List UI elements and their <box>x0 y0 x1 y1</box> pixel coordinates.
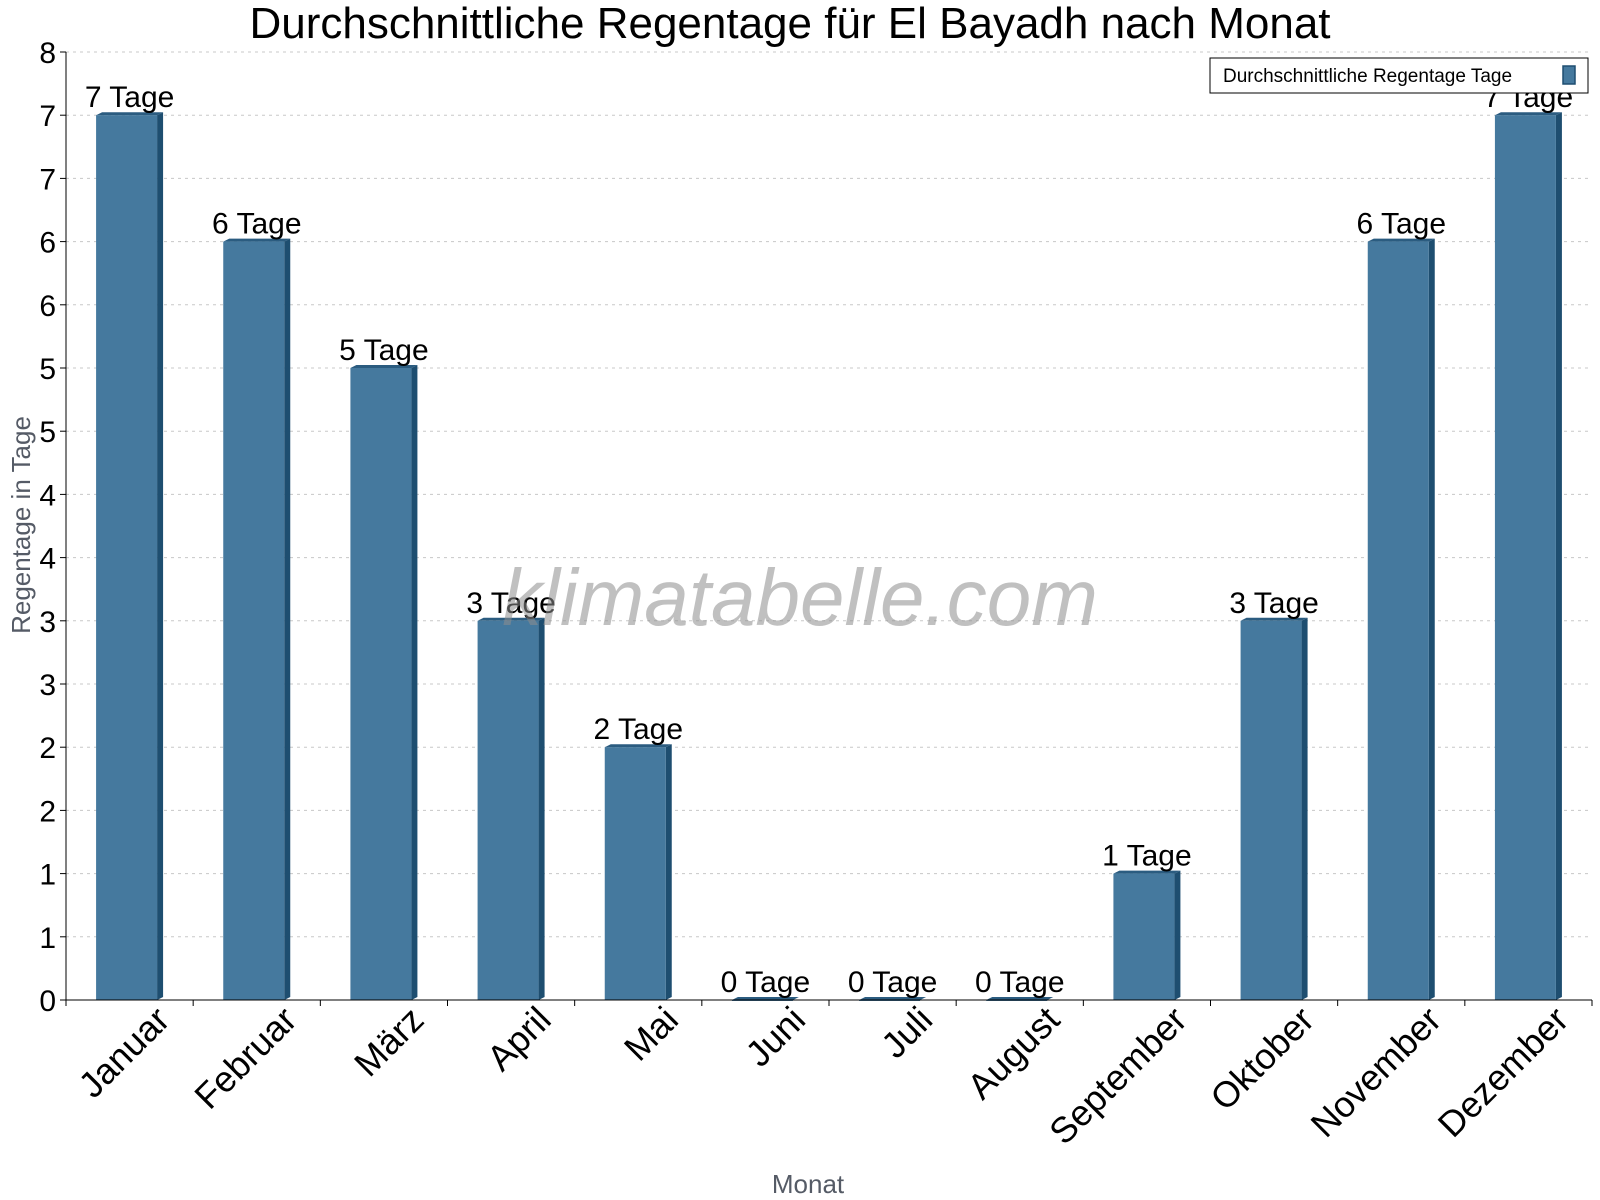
bar-top <box>1494 112 1562 116</box>
bar-top <box>1240 617 1308 621</box>
y-tick-label: 5 <box>39 416 56 449</box>
bar-top <box>96 112 164 116</box>
x-tick-label: September <box>1041 999 1195 1153</box>
data-label: 0 Tage <box>848 966 938 999</box>
data-label: 7 Tage <box>85 81 175 114</box>
data-label: 5 Tage <box>339 334 429 367</box>
y-tick-label: 0 <box>39 985 56 1018</box>
bar-januar: 7 Tage <box>85 81 175 1000</box>
bar-top <box>1113 870 1181 874</box>
legend-label: Durchschnittliche Regentage Tage <box>1223 66 1512 87</box>
gridlines <box>66 51 1592 938</box>
y-tick-label: 1 <box>39 922 56 955</box>
bar-front <box>1494 115 1556 1000</box>
bar-august: 0 Tage <box>975 966 1065 1001</box>
chart-title: Durchschnittliche Regentage für El Bayad… <box>249 0 1330 48</box>
bar-front <box>350 368 412 1000</box>
y-tick-label: 7 <box>39 163 56 196</box>
bar-side <box>538 617 545 1000</box>
x-tick-label: Januar <box>70 999 177 1106</box>
data-label: 0 Tage <box>975 966 1065 999</box>
bar-front <box>1367 241 1429 1001</box>
bar-front <box>604 747 666 1000</box>
bar-front <box>1113 873 1175 1000</box>
y-tick-label: 8 <box>39 37 56 70</box>
data-label: 1 Tage <box>1102 840 1192 873</box>
bar-juni: 0 Tage <box>721 966 811 1001</box>
bar-top <box>477 617 545 621</box>
x-axis-ticks: Januar Februar März April Mai Juni Juli AugustS… <box>65 999 1593 1153</box>
y-tick-label: 2 <box>39 732 56 765</box>
y-axis-label: Regentage in Tage <box>6 416 36 634</box>
x-axis-label: Monat <box>772 1169 845 1199</box>
y-tick-label: 2 <box>39 795 56 828</box>
data-label: 6 Tage <box>1356 208 1446 241</box>
x-tick-label: Juli <box>873 999 940 1066</box>
data-label: 3 Tage <box>466 587 556 620</box>
y-tick-label: 5 <box>39 353 56 386</box>
bar-mai: 2 Tage <box>593 713 683 1000</box>
y-tick-label: 1 <box>39 859 56 892</box>
bar-februar: 6 Tage <box>212 208 302 1001</box>
bar-top <box>859 997 927 1000</box>
bar-april: 3 Tage <box>466 587 556 1000</box>
legend-swatch <box>1562 65 1576 85</box>
bar-side <box>1174 870 1181 1000</box>
y-tick-label: 3 <box>39 606 56 639</box>
bar-oktober: 3 Tage <box>1229 587 1319 1000</box>
watermark: klimatabelle.com <box>502 553 1098 642</box>
bar-front <box>96 115 158 1000</box>
data-label: 2 Tage <box>593 713 683 746</box>
x-tick-label: November <box>1302 999 1448 1145</box>
legend-box <box>1209 57 1589 94</box>
y-tick-label: 7 <box>39 100 56 133</box>
x-tick-label: Februar <box>186 999 304 1117</box>
y-tick-label: 4 <box>39 543 56 576</box>
y-axis-ticks: 0 1 1 2 2 3 3 4 4 5 5 6 6 7 7 8 <box>39 37 66 1018</box>
bar-top <box>731 997 799 1000</box>
y-tick-label: 6 <box>39 290 56 323</box>
data-label: 6 Tage <box>212 208 302 241</box>
x-tick-label: August <box>959 999 1067 1107</box>
bar-side <box>665 744 672 1000</box>
y-tick-label: 6 <box>39 227 56 260</box>
bar-side <box>1301 617 1308 1000</box>
bar-top <box>223 238 291 242</box>
y-tick-label: 4 <box>39 479 56 512</box>
x-tick-label: Mai <box>616 999 686 1069</box>
bars: 7 Tage 6 Tage 5 Tage 3 Tage 2 Tage 0 Tage 0 Ta… <box>85 81 1573 1001</box>
bar-juli: 0 Tage <box>848 966 938 1001</box>
bar-märz: 5 Tage <box>339 334 429 1000</box>
bar-front <box>1240 620 1302 1000</box>
data-label: 3 Tage <box>1229 587 1319 620</box>
bar-side <box>411 365 418 1000</box>
bar-dezember: 7 Tage <box>1484 81 1573 1000</box>
x-tick-label: Juni <box>737 999 813 1075</box>
x-tick-label: März <box>346 999 432 1085</box>
bar-top <box>350 365 418 368</box>
bar-side <box>1428 238 1435 1001</box>
bar-front <box>477 620 539 1000</box>
bar-top <box>986 997 1054 1000</box>
bar-side <box>284 238 291 1001</box>
bar-front <box>223 241 285 1001</box>
legend: Durchschnittliche Regentage Tage <box>1209 57 1589 94</box>
bar-september: 1 Tage <box>1102 840 1192 1000</box>
x-tick-label: Oktober <box>1202 999 1322 1119</box>
bar-top <box>604 744 672 748</box>
bar-november: 6 Tage <box>1356 208 1446 1001</box>
bar-side <box>157 112 164 1000</box>
bar-side <box>1555 112 1562 1000</box>
x-tick-label: April <box>479 999 559 1079</box>
y-tick-label: 3 <box>39 669 56 702</box>
x-tick-label: Dezember <box>1430 999 1576 1145</box>
bar-top <box>1367 238 1435 242</box>
data-label: 0 Tage <box>721 966 811 999</box>
